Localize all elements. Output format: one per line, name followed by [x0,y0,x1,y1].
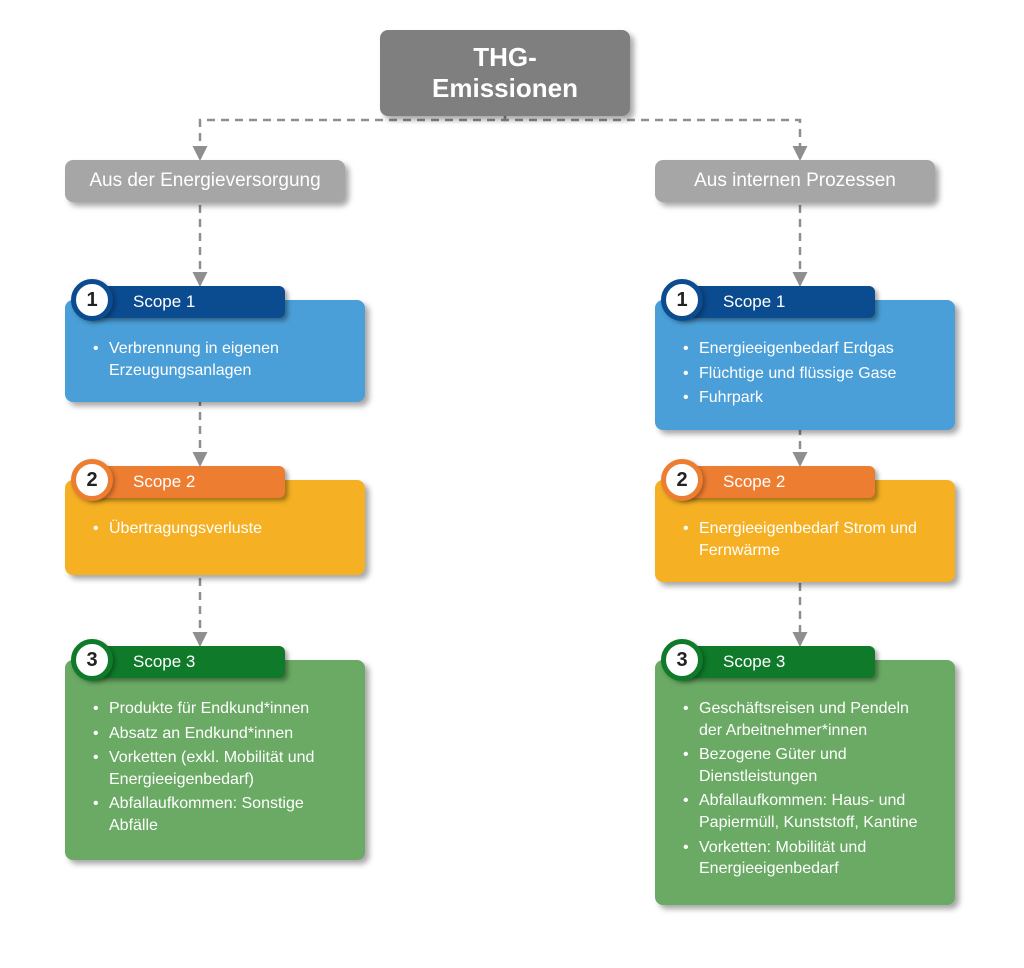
scope-card-right-1: Energieeigenbedarf Erdgas Flüchtige und f… [655,300,965,430]
scope-number-badge: 1 [71,279,113,321]
scope-card-right-2: Energieeigenbedarf Strom und FernwärmeSc… [655,480,965,582]
scope-item: Produkte für Endkund*innen [93,698,345,720]
scope-body: Energieeigenbedarf Erdgas Flüchtige und f… [655,300,955,430]
scope-header: Scope 1 [85,286,285,318]
scope-body: Geschäftsreisen und Pendeln der Arbeitne… [655,660,955,905]
scope-items: Verbrennung in eigenen Erzeugungsanlagen [93,338,345,381]
scope-item: Fuhrpark [683,387,935,409]
scope-card-left-3: Produkte für Endkund*innen Absatz an Endk… [65,660,375,860]
scope-number-badge: 3 [71,639,113,681]
scope-body: Produkte für Endkund*innen Absatz an Endk… [65,660,365,860]
scope-card-left-2: ÜbertragungsverlusteScope 22 [65,480,375,575]
scope-number-badge: 2 [71,459,113,501]
scope-items: Geschäftsreisen und Pendeln der Arbeitne… [683,698,935,880]
scope-item: Energieeigenbedarf Strom und Fernwärme [683,518,935,561]
scope-items: Übertragungsverluste [93,518,345,540]
scope-items: Produkte für Endkund*innen Absatz an Endk… [93,698,345,837]
scope-number-badge: 1 [661,279,703,321]
scope-item: Geschäftsreisen und Pendeln der Arbeitne… [683,698,935,741]
scope-item: Vorketten (exkl. Mobilität und Energieei… [93,747,345,790]
scope-item: Übertragungsverluste [93,518,345,540]
scope-items: Energieeigenbedarf Erdgas Flüchtige und f… [683,338,935,409]
category-left: Aus der Energieversorgung [65,160,345,202]
scope-number-badge: 3 [661,639,703,681]
scope-header: Scope 3 [675,646,875,678]
scope-item: Energieeigenbedarf Erdgas [683,338,935,360]
scope-card-right-3: Geschäftsreisen und Pendeln der Arbeitne… [655,660,965,905]
scope-item: Bezogene Güter und Dienstleistungen [683,744,935,787]
scope-item: Abfallaufkommen: Haus- und Papiermüll, K… [683,790,935,833]
scope-item: Absatz an Endkund*innen [93,723,345,745]
scope-item: Verbrennung in eigenen Erzeugungsanlagen [93,338,345,381]
scope-item: Abfallaufkommen: Sonstige Abfälle [93,793,345,836]
scope-header: Scope 2 [85,466,285,498]
scope-item: Vorketten: Mobilität und Energieeigenbed… [683,837,935,880]
title-box: THG-Emissionen [380,30,630,116]
scope-header: Scope 1 [675,286,875,318]
scope-header: Scope 2 [675,466,875,498]
scope-items: Energieeigenbedarf Strom und Fernwärme [683,518,935,561]
scope-item: Flüchtige und flüssige Gase [683,363,935,385]
scope-card-left-1: Verbrennung in eigenen Erzeugungsanlagen… [65,300,375,402]
scope-header: Scope 3 [85,646,285,678]
category-right: Aus internen Prozessen [655,160,935,202]
scope-number-badge: 2 [661,459,703,501]
